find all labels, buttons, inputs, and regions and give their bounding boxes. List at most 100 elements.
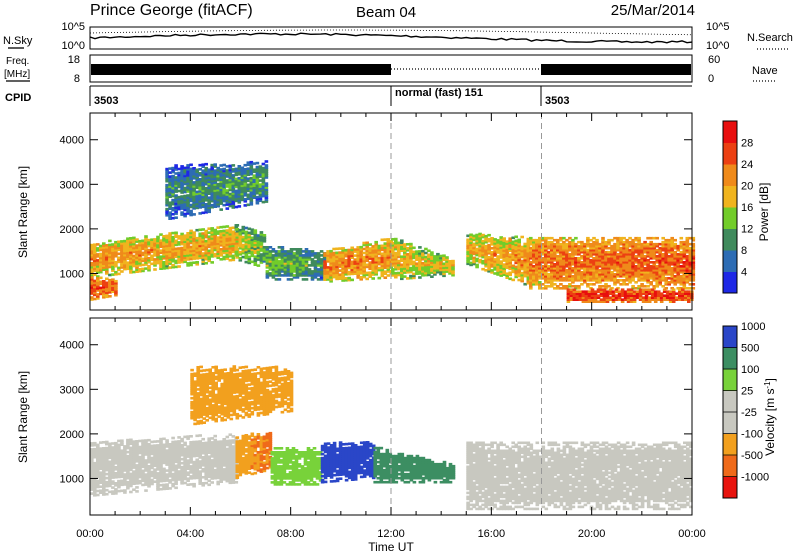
heatmap-cell [153, 238, 157, 241]
heatmap-cell [617, 298, 622, 301]
heatmap-cell [647, 288, 652, 291]
heatmap-cell [283, 272, 288, 275]
heatmap-cell [183, 188, 187, 192]
heatmap-cell [274, 256, 279, 259]
heatmap-cell [192, 175, 196, 178]
noise-right-tick-top: 10^5 [706, 21, 730, 33]
heatmap-cell [662, 288, 667, 291]
heatmap-cell [380, 246, 385, 250]
heatmap-cell [678, 298, 682, 301]
heatmap-cell [535, 271, 539, 274]
heatmap-cell [362, 261, 366, 265]
heatmap-cell [439, 260, 443, 264]
heatmap-cell [168, 215, 172, 218]
heatmap-cell [150, 262, 154, 266]
heatmap-cell [415, 270, 419, 273]
heatmap-cell [368, 275, 372, 278]
heatmap-cell [529, 277, 533, 280]
heatmap-cell [225, 255, 230, 258]
heatmap-cell [581, 292, 586, 295]
heatmap-cell [601, 263, 605, 266]
heatmap-cell [150, 238, 154, 241]
heatmap-cell [138, 254, 142, 257]
heatmap-cell [610, 263, 614, 266]
heatmap-cell [210, 241, 214, 244]
heatmap-cell [605, 290, 610, 293]
heatmap-cell [174, 235, 178, 239]
heatmap-cell [397, 243, 401, 247]
heatmap-cell [607, 259, 611, 262]
heatmap-cell [186, 258, 190, 261]
heatmap-cell [472, 244, 476, 248]
heatmap-cell [544, 236, 548, 240]
heatmap-cell [619, 259, 623, 262]
heatmap-cell [682, 267, 687, 270]
heatmap-cell [673, 238, 677, 242]
heatmap-cell [581, 290, 586, 293]
heatmap-cell [607, 267, 611, 270]
heatmap-cell [344, 264, 348, 268]
heatmap-cell [623, 298, 628, 301]
heatmap-cell [195, 244, 199, 248]
heatmap-cell [153, 252, 157, 255]
heatmap-cell [565, 271, 569, 274]
heatmap-cell [601, 246, 605, 250]
heatmap-cell [359, 255, 363, 259]
heatmap-cell [632, 290, 637, 293]
heatmap-cell [421, 251, 425, 255]
heatmap-cell [466, 244, 470, 248]
heatmap-cell [99, 262, 103, 266]
heatmap-cell [231, 180, 236, 183]
heatmap-cell [289, 258, 294, 261]
heatmap-cell [685, 244, 690, 248]
heatmap-cell [544, 285, 548, 288]
heatmap-cell [126, 251, 130, 254]
heatmap-cell [628, 253, 632, 256]
heatmap-cell [231, 168, 236, 171]
heatmap-cell [105, 262, 109, 265]
heatmap-cell [168, 232, 172, 235]
heatmap-cell [265, 270, 270, 273]
heatmap-cell [138, 247, 142, 251]
colorbar-swatch [723, 250, 737, 272]
heatmap-cell [168, 177, 172, 180]
heatmap-cell [490, 263, 494, 266]
heatmap-cell [661, 240, 665, 244]
heatmap-cell [559, 242, 563, 246]
heatmap-cell [259, 255, 264, 258]
heatmap-cell [644, 296, 649, 299]
heatmap-cell [634, 261, 638, 264]
heatmap-cell [481, 241, 485, 245]
heatmap-cell [144, 259, 148, 262]
heatmap-cell [111, 290, 115, 293]
heatmap-cell [99, 280, 103, 284]
heatmap-cell [365, 265, 369, 269]
heatmap-cell [577, 250, 581, 254]
heatmap-cell [213, 195, 217, 198]
heatmap-cell [574, 275, 578, 278]
heatmap-cell [168, 238, 172, 241]
heatmap-cell [484, 264, 488, 268]
heatmap-cell [619, 269, 623, 272]
heatmap-cell [685, 271, 690, 274]
heatmap-cell [204, 245, 208, 249]
heatmap-cell [289, 250, 294, 253]
heatmap-cell [487, 246, 491, 249]
heatmap-cell [529, 240, 533, 244]
heatmap-cell [216, 256, 220, 259]
heatmap-cell [120, 242, 124, 245]
heatmap-cell [132, 260, 136, 264]
heatmap-cell [658, 283, 662, 286]
heatmap-cell [652, 279, 656, 282]
heatmap-cell [676, 271, 680, 274]
heatmap-cell [368, 247, 372, 250]
heatmap-cell [222, 181, 226, 185]
heatmap-cell [207, 241, 211, 245]
heatmap-cell [165, 252, 169, 256]
heatmap-cell [219, 170, 223, 173]
heatmap-cell [599, 300, 604, 303]
heatmap-cell [514, 271, 518, 275]
heatmap-cell [234, 185, 239, 189]
